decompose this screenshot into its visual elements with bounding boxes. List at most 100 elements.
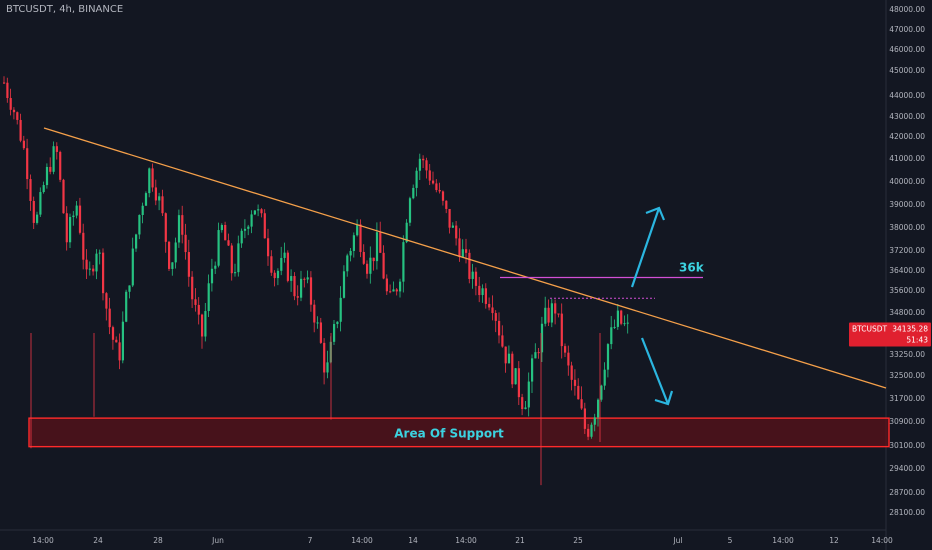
candle-body bbox=[385, 278, 388, 292]
candle-body bbox=[131, 248, 134, 286]
candle-body bbox=[527, 381, 530, 408]
candle-body bbox=[349, 250, 352, 256]
candle-body bbox=[22, 140, 25, 149]
arrow-down-shaft bbox=[640, 337, 670, 405]
candle-body bbox=[514, 368, 517, 385]
time-axis[interactable]: 14:00 24 28 Jun 7 14:00 14 14:00 21 25 Jul 5 14:00 12… bbox=[32, 536, 893, 545]
resistance-label: 36k bbox=[679, 261, 705, 275]
candle-body bbox=[488, 303, 491, 308]
candle-body bbox=[52, 146, 55, 172]
candle-body bbox=[438, 189, 441, 192]
candle-body bbox=[92, 268, 95, 272]
candle-body bbox=[399, 281, 402, 292]
candle-body bbox=[164, 213, 167, 242]
candle-body bbox=[471, 271, 474, 279]
candle-body bbox=[6, 82, 9, 99]
y-tick-label: 31700.00 bbox=[889, 394, 925, 403]
candle-body bbox=[498, 320, 501, 336]
x-tick-label: 12 bbox=[829, 536, 839, 545]
candle-body bbox=[75, 205, 78, 216]
x-tick-label: 14 bbox=[408, 536, 418, 545]
trendline bbox=[43, 127, 887, 389]
candles bbox=[3, 76, 629, 486]
y-tick-label: 32500.00 bbox=[889, 371, 925, 380]
y-tick-label: 35600.00 bbox=[889, 286, 925, 295]
candle-body bbox=[534, 352, 537, 359]
candle-body bbox=[600, 385, 603, 400]
candle-body bbox=[98, 252, 101, 254]
x-tick-label: 14:00 bbox=[772, 536, 794, 545]
candle-body bbox=[267, 238, 270, 257]
candle-body bbox=[49, 166, 52, 172]
candle-body bbox=[597, 399, 600, 418]
candle-body bbox=[339, 297, 342, 322]
candle-body bbox=[359, 224, 362, 252]
candle-body bbox=[372, 257, 375, 262]
candle-body bbox=[352, 235, 355, 251]
candle-body bbox=[606, 344, 610, 370]
y-tick-label: 34800.00 bbox=[889, 308, 925, 317]
candle-body bbox=[237, 243, 240, 273]
candle-body bbox=[144, 193, 148, 206]
grid bbox=[0, 0, 887, 550]
candle-body bbox=[138, 215, 141, 235]
y-tick-label: 42000.00 bbox=[889, 132, 925, 141]
candle-body bbox=[550, 303, 553, 323]
candle-body bbox=[326, 362, 329, 373]
candle-body bbox=[620, 310, 623, 324]
candle-body bbox=[276, 270, 280, 279]
candle-body bbox=[564, 346, 567, 353]
candle-body bbox=[309, 277, 313, 305]
candle-body bbox=[72, 215, 75, 218]
candle-body bbox=[220, 224, 223, 231]
y-tick-label: 37200.00 bbox=[889, 246, 925, 255]
y-tick-label: 46000.00 bbox=[889, 45, 925, 54]
candle-body bbox=[524, 407, 527, 410]
candle-body bbox=[474, 271, 478, 286]
candle-body bbox=[257, 209, 260, 211]
candle-body bbox=[432, 180, 435, 184]
candle-body bbox=[296, 296, 299, 298]
candle-body bbox=[465, 249, 468, 253]
candle-body bbox=[540, 323, 544, 353]
candle-body bbox=[253, 210, 256, 215]
candle-body bbox=[362, 251, 365, 264]
candle-body bbox=[435, 183, 438, 190]
candle-body bbox=[65, 213, 68, 243]
candle-body bbox=[224, 224, 227, 241]
candle-body bbox=[531, 358, 534, 382]
candle-body bbox=[313, 304, 316, 323]
candle-body bbox=[12, 109, 16, 113]
candle-body bbox=[451, 225, 454, 228]
y-tick-label: 39000.00 bbox=[889, 200, 925, 209]
candle-body bbox=[458, 238, 461, 258]
candle-body bbox=[290, 276, 293, 281]
candle-body bbox=[29, 179, 32, 201]
y-tick-label: 38000.00 bbox=[889, 223, 925, 232]
y-tick-label: 29400.00 bbox=[889, 464, 925, 473]
candle-body bbox=[191, 276, 194, 300]
y-tick-label: 28100.00 bbox=[889, 508, 925, 517]
arrow-down-head bbox=[654, 390, 674, 406]
candle-body bbox=[567, 352, 570, 366]
y-tick-label: 30900.00 bbox=[889, 417, 925, 426]
candle-body bbox=[240, 230, 243, 244]
candle-body bbox=[59, 151, 62, 180]
candle-body bbox=[194, 299, 197, 305]
candle-body bbox=[207, 283, 210, 312]
candle-body bbox=[369, 257, 372, 274]
arrow-up-shaft bbox=[630, 207, 661, 288]
candle-body bbox=[501, 335, 504, 347]
price-axis[interactable]: 48000.00 47000.00 46000.00 45000.00 44000.00… bbox=[849, 5, 931, 517]
candle-body bbox=[418, 158, 421, 171]
candle-body bbox=[300, 278, 303, 298]
candle-body bbox=[445, 200, 448, 209]
candle-body bbox=[491, 307, 494, 314]
candle-body bbox=[250, 214, 253, 227]
candle-body bbox=[45, 166, 49, 186]
x-tick-label: 21 bbox=[515, 536, 525, 545]
candle-body bbox=[395, 289, 398, 292]
candle-body bbox=[405, 222, 408, 243]
candle-body bbox=[478, 285, 481, 296]
